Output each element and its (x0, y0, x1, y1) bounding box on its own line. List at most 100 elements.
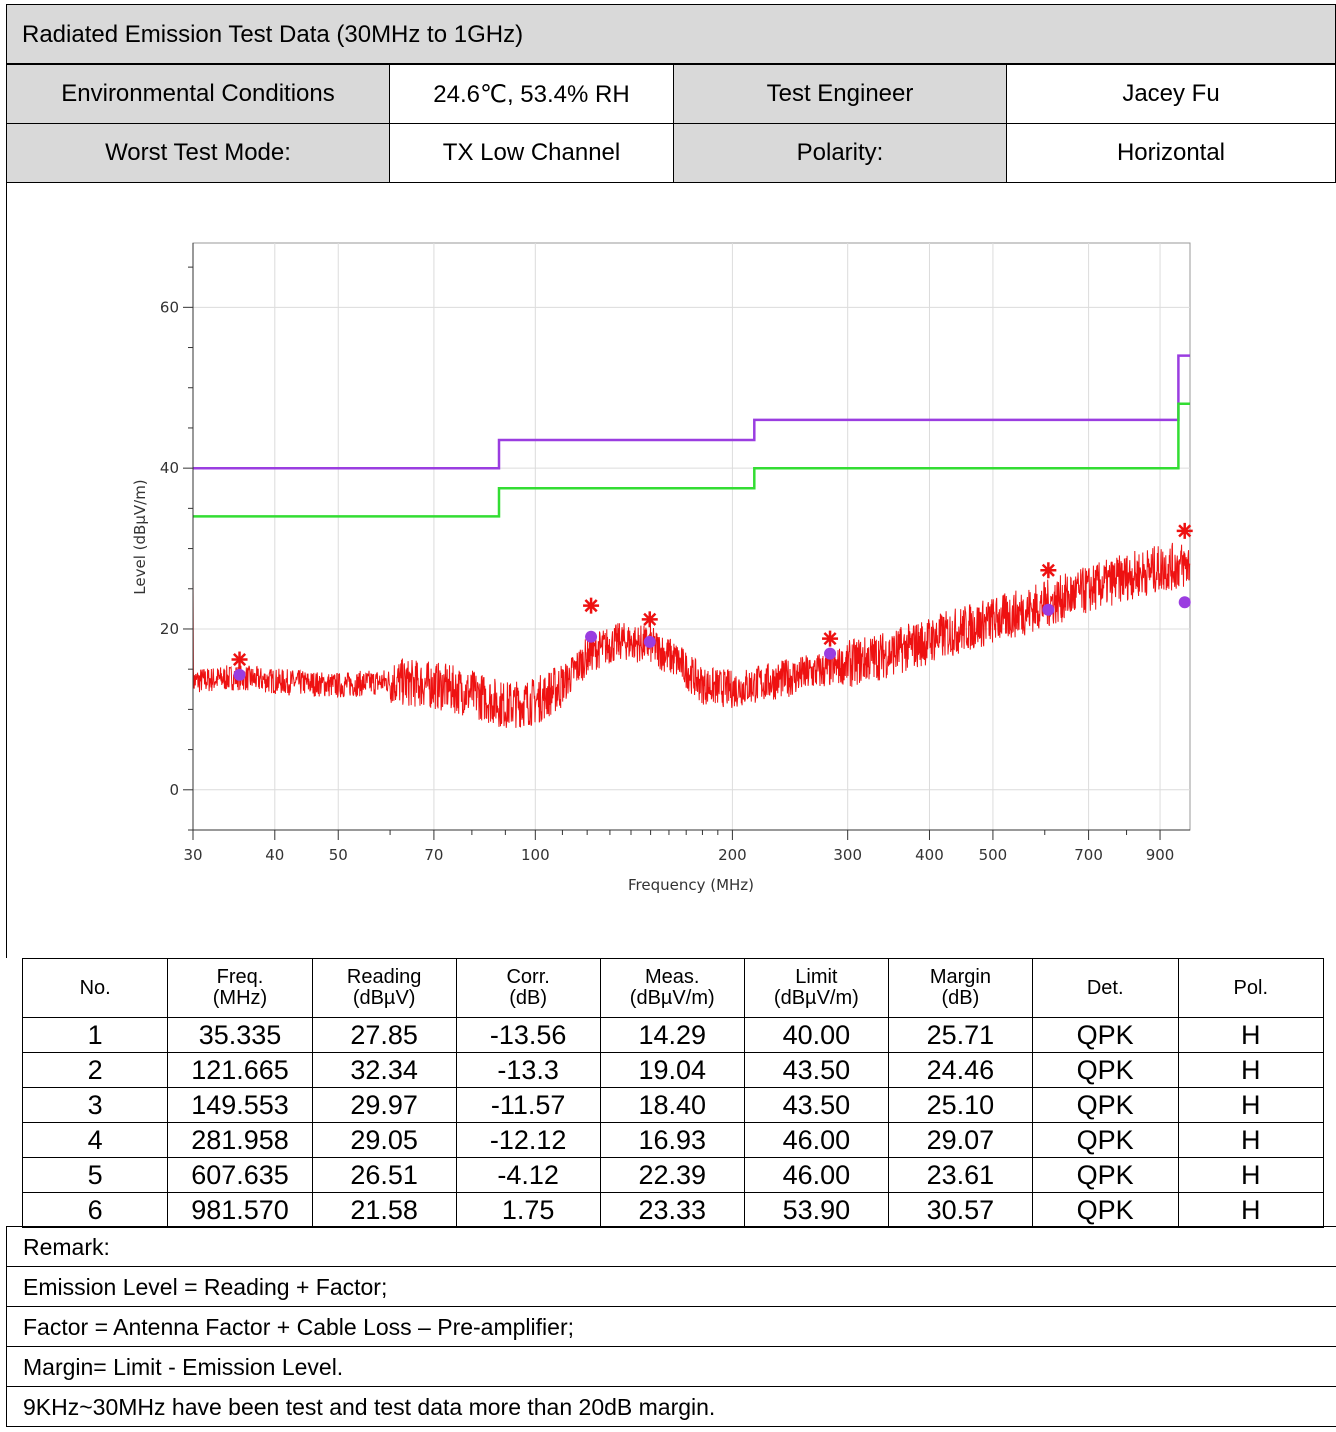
table-cell: -11.57 (455, 1087, 601, 1123)
table-cell: 24.46 (887, 1052, 1033, 1088)
x-tick-label: 400 (915, 846, 944, 864)
chart-container: 30 40 50 70 100 200 300 400 500 700 900 0 20 40 60 Fre… (6, 182, 1336, 958)
table-cell: -12.12 (455, 1122, 601, 1158)
polarity-value: Horizontal (1006, 123, 1336, 183)
peak-marker-stroke (232, 652, 247, 667)
env-value: 24.6℃, 53.4% RH (389, 64, 674, 124)
column-header: Pol. (1177, 958, 1325, 1018)
column-header-title: Freq. (216, 966, 264, 988)
conditions-table: Environmental Conditions 24.6℃, 53.4% RH… (6, 64, 1336, 183)
table-cell: 5 (21, 1157, 169, 1193)
engineer-label: Test Engineer (673, 64, 1007, 124)
x-tick-label: 900 (1146, 846, 1175, 864)
table-cell: 4 (21, 1122, 169, 1158)
remark-line: Emission Level = Reading + Factor; (7, 1267, 1336, 1307)
remarks-section: Remark: Emission Level = Reading + Factor… (6, 1226, 1336, 1427)
qp-point (1178, 596, 1191, 609)
table-cell: 23.33 (599, 1192, 745, 1228)
column-header: Reading (dBµV) (311, 958, 457, 1018)
column-header-title: No. (79, 976, 111, 999)
column-header-title: Meas. (644, 966, 700, 988)
column-header: Meas. (dBµV/m) (599, 958, 745, 1018)
table-row: 6 981.570 21.58 1.75 23.33 53.90 30.57 QPK H (21, 1192, 1325, 1228)
remark-line: Margin= Limit - Emission Level. (7, 1347, 1336, 1387)
table-cell: H (1177, 1192, 1325, 1228)
table-row: 2 121.665 32.34 -13.3 19.04 43.50 24.46 QPK H (21, 1052, 1325, 1088)
table-cell: 53.90 (743, 1192, 889, 1228)
table-row: 4 281.958 29.05 -12.12 16.93 46.00 29.07 QPK H (21, 1122, 1325, 1158)
qp-point (233, 668, 246, 681)
qp-point (824, 647, 837, 660)
table-cell: 43.50 (743, 1087, 889, 1123)
table-cell: -4.12 (455, 1157, 601, 1193)
table-cell: -13.3 (455, 1052, 601, 1088)
column-header-title: Corr. (506, 966, 550, 988)
column-header: Corr. (dB) (455, 958, 601, 1018)
table-cell: 27.85 (311, 1017, 457, 1053)
peak-marker (1176, 522, 1193, 539)
emission-chart: 30 40 50 70 100 200 300 400 500 700 900 0 20 40 60 Fre… (131, 242, 1193, 894)
table-cell: H (1177, 1122, 1325, 1158)
table-cell: 30.57 (887, 1192, 1033, 1228)
qp-point (643, 635, 656, 648)
table-cell: QPK (1031, 1087, 1179, 1123)
table-cell: 121.665 (167, 1052, 313, 1088)
table-cell: 43.50 (743, 1052, 889, 1088)
env-label: Environmental Conditions (6, 64, 390, 124)
peak-marker (822, 630, 839, 647)
table-cell: QPK (1031, 1017, 1179, 1053)
column-header-unit: (MHz) (212, 987, 268, 1009)
x-tick-label: 30 (183, 846, 202, 864)
column-header-unit: (dBµV/m) (629, 987, 715, 1009)
column-header-unit: (dB) (509, 987, 548, 1009)
table-cell: H (1177, 1017, 1325, 1053)
table-cell: 32.34 (311, 1052, 457, 1088)
engineer-value: Jacey Fu (1006, 64, 1336, 124)
column-header-unit: (dBµV/m) (773, 987, 859, 1009)
y-tick-label: 0 (169, 781, 179, 799)
results-header-row: No. Freq. (MHz) Reading (dBµV) Corr. (dB) Meas.… (21, 958, 1325, 1018)
report-title: Radiated Emission Test Data (30MHz to 1G… (6, 4, 1336, 64)
table-cell: 2 (21, 1052, 169, 1088)
y-tick-label: 20 (160, 620, 179, 638)
column-header: Margin (dB) (887, 958, 1033, 1018)
table-cell: 25.10 (887, 1087, 1033, 1123)
table-cell: 1.75 (455, 1192, 601, 1228)
x-tick-label: 200 (718, 846, 747, 864)
table-row: 5 607.635 26.51 -4.12 22.39 46.00 23.61 QPK H (21, 1157, 1325, 1193)
markers (231, 522, 1193, 681)
remark-line: Factor = Antenna Factor + Cable Loss – P… (7, 1307, 1336, 1347)
column-header-unit: (dB) (941, 987, 980, 1009)
plot-area (192, 242, 1191, 831)
table-cell: 46.00 (743, 1122, 889, 1158)
column-header-title: Margin (929, 966, 991, 988)
x-tick-label: 100 (521, 846, 550, 864)
qp-point (1042, 603, 1055, 616)
emission-trace (192, 542, 1191, 728)
x-tick-label: 300 (833, 846, 862, 864)
table-cell: 29.07 (887, 1122, 1033, 1158)
y-tick-label: 40 (160, 459, 179, 477)
column-header: Det. (1031, 958, 1179, 1018)
table-cell: 14.29 (599, 1017, 745, 1053)
table-cell: H (1177, 1157, 1325, 1193)
x-tick-label: 700 (1074, 846, 1103, 864)
table-row: 3 149.553 29.97 -11.57 18.40 43.50 25.10 QPK H (21, 1087, 1325, 1123)
table-cell: 29.97 (311, 1087, 457, 1123)
table-cell: 29.05 (311, 1122, 457, 1158)
peak-marker-stroke (1041, 563, 1055, 577)
results-body: 1 35.335 27.85 -13.56 14.29 40.00 25.71 QPK H 2 12… (21, 1017, 1325, 1228)
table-cell: 281.958 (167, 1122, 313, 1158)
x-tick-label: 40 (265, 846, 284, 864)
mode-label: Worst Test Mode: (6, 123, 390, 183)
remark-line: 9KHz~30MHz have been test and test data … (7, 1387, 1336, 1427)
column-header: Limit (dBµV/m) (743, 958, 889, 1018)
table-cell: 35.335 (167, 1017, 313, 1053)
table-cell: 981.570 (167, 1192, 313, 1228)
column-header-title: Reading (346, 966, 422, 988)
qp-point (585, 630, 598, 643)
peak-marker (231, 651, 248, 668)
x-tick-label: 50 (329, 846, 348, 864)
peak-marker (583, 597, 600, 614)
